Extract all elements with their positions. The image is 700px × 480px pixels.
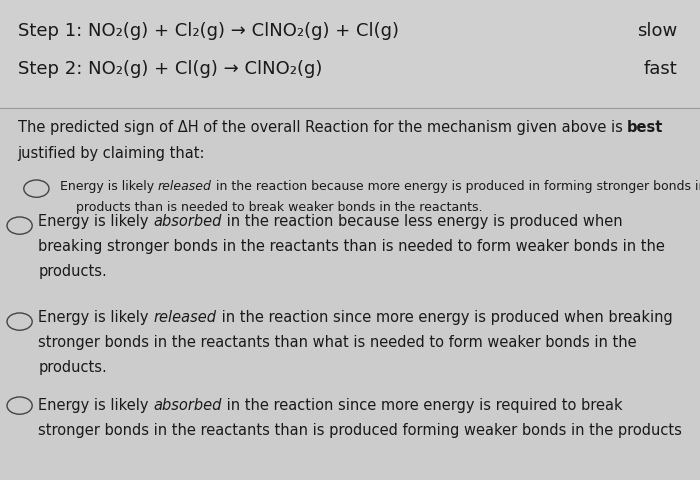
Text: best: best (627, 120, 664, 135)
Text: in the reaction because more energy is produced in forming stronger bonds in the: in the reaction because more energy is p… (211, 180, 700, 193)
Bar (0, 0, 700, 110)
Text: slow: slow (638, 22, 678, 40)
Text: Energy is likely: Energy is likely (38, 214, 153, 228)
Text: in the reaction since more energy is produced when breaking: in the reaction since more energy is pro… (216, 310, 673, 324)
Text: absorbed: absorbed (153, 214, 222, 228)
Text: stronger bonds in the reactants than is produced forming weaker bonds in the pro: stronger bonds in the reactants than is … (38, 423, 682, 438)
Text: released: released (158, 180, 211, 193)
Text: products.: products. (38, 264, 107, 278)
Text: released: released (153, 310, 216, 324)
Text: Step 2: NO₂(g) + Cl(g) → ClNO₂(g): Step 2: NO₂(g) + Cl(g) → ClNO₂(g) (18, 60, 322, 78)
Text: justified by claiming that:: justified by claiming that: (18, 146, 205, 161)
Text: stronger bonds in the reactants than what is needed to form weaker bonds in the: stronger bonds in the reactants than wha… (38, 335, 637, 349)
Text: in the reaction because less energy is produced when: in the reaction because less energy is p… (222, 214, 622, 228)
Text: products than is needed to break weaker bonds in the reactants.: products than is needed to break weaker … (60, 201, 482, 214)
Text: Energy is likely: Energy is likely (38, 398, 153, 413)
Text: The predicted sign of ΔH of the overall Reaction for the mechanism given above i: The predicted sign of ΔH of the overall … (18, 120, 627, 135)
Text: fast: fast (644, 60, 678, 78)
Text: products.: products. (38, 360, 107, 374)
Text: Energy is likely: Energy is likely (60, 180, 158, 193)
Text: absorbed: absorbed (153, 398, 222, 413)
Text: Energy is likely: Energy is likely (38, 310, 153, 324)
Text: in the reaction since more energy is required to break: in the reaction since more energy is req… (222, 398, 622, 413)
Text: breaking stronger bonds in the reactants than is needed to form weaker bonds in : breaking stronger bonds in the reactants… (38, 239, 666, 253)
Text: Step 1: NO₂(g) + Cl₂(g) → ClNO₂(g) + Cl(g): Step 1: NO₂(g) + Cl₂(g) → ClNO₂(g) + Cl(… (18, 22, 398, 40)
